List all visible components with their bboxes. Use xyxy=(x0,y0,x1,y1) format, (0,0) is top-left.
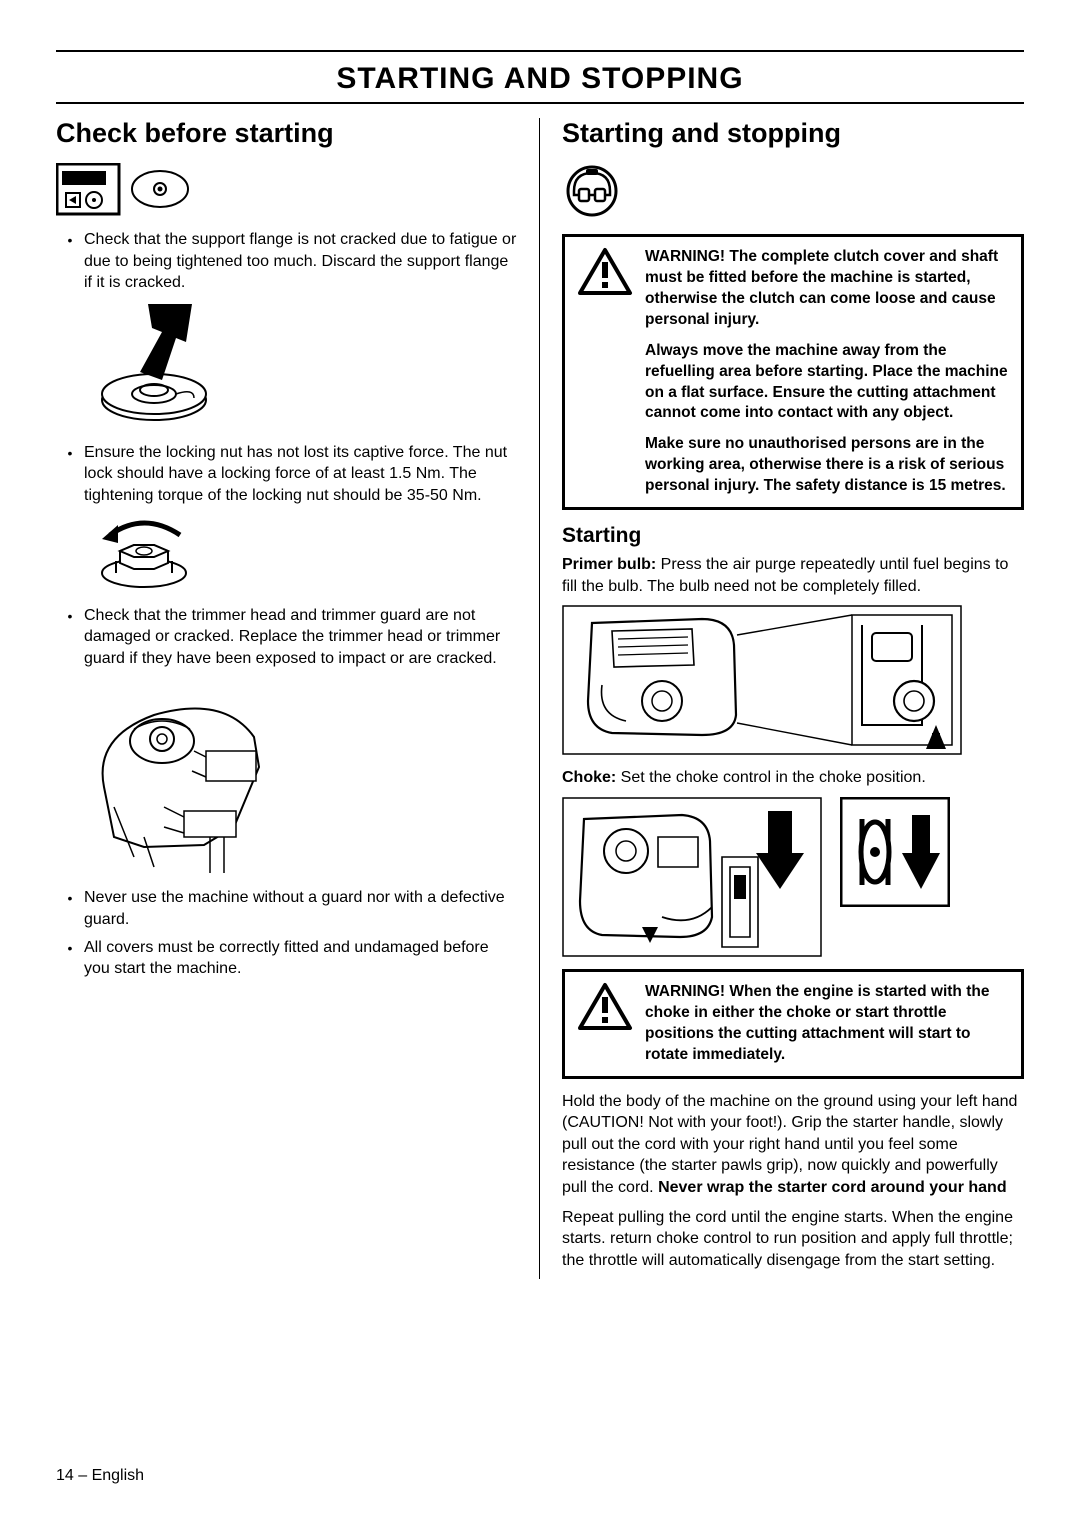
helmet-icon-figure xyxy=(562,163,1024,224)
page-title: STARTING AND STOPPING xyxy=(56,62,1024,96)
flange-figure xyxy=(84,302,517,432)
bullet-icon: • xyxy=(56,605,84,670)
warning-1-p1: WARNING! The complete clutch cover and s… xyxy=(645,247,1009,331)
nut-diagram-icon xyxy=(84,515,224,595)
helmet-icon xyxy=(562,163,622,219)
check-item-4: • Never use the machine without a guard … xyxy=(56,887,517,930)
check-item-3: • Check that the trimmer head and trimme… xyxy=(56,605,517,670)
warning-1-text: WARNING! The complete clutch cover and s… xyxy=(645,247,1009,497)
hold-bold: Never wrap the starter cord around your … xyxy=(658,1179,1007,1196)
check-item-1: • Check that the support flange is not c… xyxy=(56,229,517,294)
check-item-1-text: Check that the support flange is not cra… xyxy=(84,229,517,294)
choke-label: Choke: xyxy=(562,769,616,786)
check-item-3-text: Check that the trimmer head and trimmer … xyxy=(84,605,517,670)
choke-figure-row xyxy=(562,797,1024,957)
bullet-icon: • xyxy=(56,229,84,294)
trimmer-figure xyxy=(84,677,517,877)
switch-icon-figure xyxy=(56,163,517,219)
content-columns: Check before starting • Check that the s… xyxy=(56,102,1024,1279)
choke-paragraph: Choke: Set the choke control in the chok… xyxy=(562,767,1024,789)
choke-symbol-icon xyxy=(840,797,950,907)
bullet-icon: • xyxy=(56,887,84,930)
starting-stopping-heading: Starting and stopping xyxy=(562,118,1024,149)
bullet-icon: • xyxy=(56,937,84,980)
primer-figure xyxy=(562,605,1024,755)
check-item-2: • Ensure the locking nut has not lost it… xyxy=(56,442,517,507)
page-footer: 14 – English xyxy=(56,1467,144,1485)
warning-2-text: WARNING! When the engine is started with… xyxy=(645,982,1009,1066)
warning-box-1: WARNING! The complete clutch cover and s… xyxy=(562,234,1024,510)
warning-2-p: WARNING! When the engine is started with… xyxy=(645,982,1009,1066)
choke-text: Set the choke control in the choke posit… xyxy=(616,769,926,786)
starting-subheading: Starting xyxy=(562,524,1024,548)
trimmer-diagram-icon xyxy=(84,677,304,877)
warning-triangle-icon xyxy=(577,982,633,1032)
check-item-4-text: Never use the machine without a guard no… xyxy=(84,887,517,930)
bullet-icon: • xyxy=(56,442,84,507)
primer-label: Primer bulb: xyxy=(562,556,656,573)
warning-triangle-icon xyxy=(577,247,633,297)
right-column: Starting and stopping WARNING! The xyxy=(540,118,1024,1279)
warning-1-p2: Always move the machine away from the re… xyxy=(645,341,1009,425)
check-item-2-text: Ensure the locking nut has not lost its … xyxy=(84,442,517,507)
primer-diagram-icon xyxy=(562,605,962,755)
check-item-5-text: All covers must be correctly fitted and … xyxy=(84,937,517,980)
choke-diagram-icon xyxy=(562,797,822,957)
left-column: Check before starting • Check that the s… xyxy=(56,118,540,1279)
warning-1-p3: Make sure no unauthorised persons are in… xyxy=(645,434,1009,497)
warning-box-2: WARNING! When the engine is started with… xyxy=(562,969,1024,1079)
nut-figure xyxy=(84,515,517,595)
flange-diagram-icon xyxy=(84,302,234,432)
primer-paragraph: Primer bulb: Press the air purge repeate… xyxy=(562,554,1024,597)
repeat-paragraph: Repeat pulling the cord until the engine… xyxy=(562,1207,1024,1272)
check-item-5: • All covers must be correctly fitted an… xyxy=(56,937,517,980)
hold-paragraph: Hold the body of the machine on the grou… xyxy=(562,1091,1024,1199)
check-before-heading: Check before starting xyxy=(56,118,517,149)
switch-diagram-icon xyxy=(56,163,196,219)
